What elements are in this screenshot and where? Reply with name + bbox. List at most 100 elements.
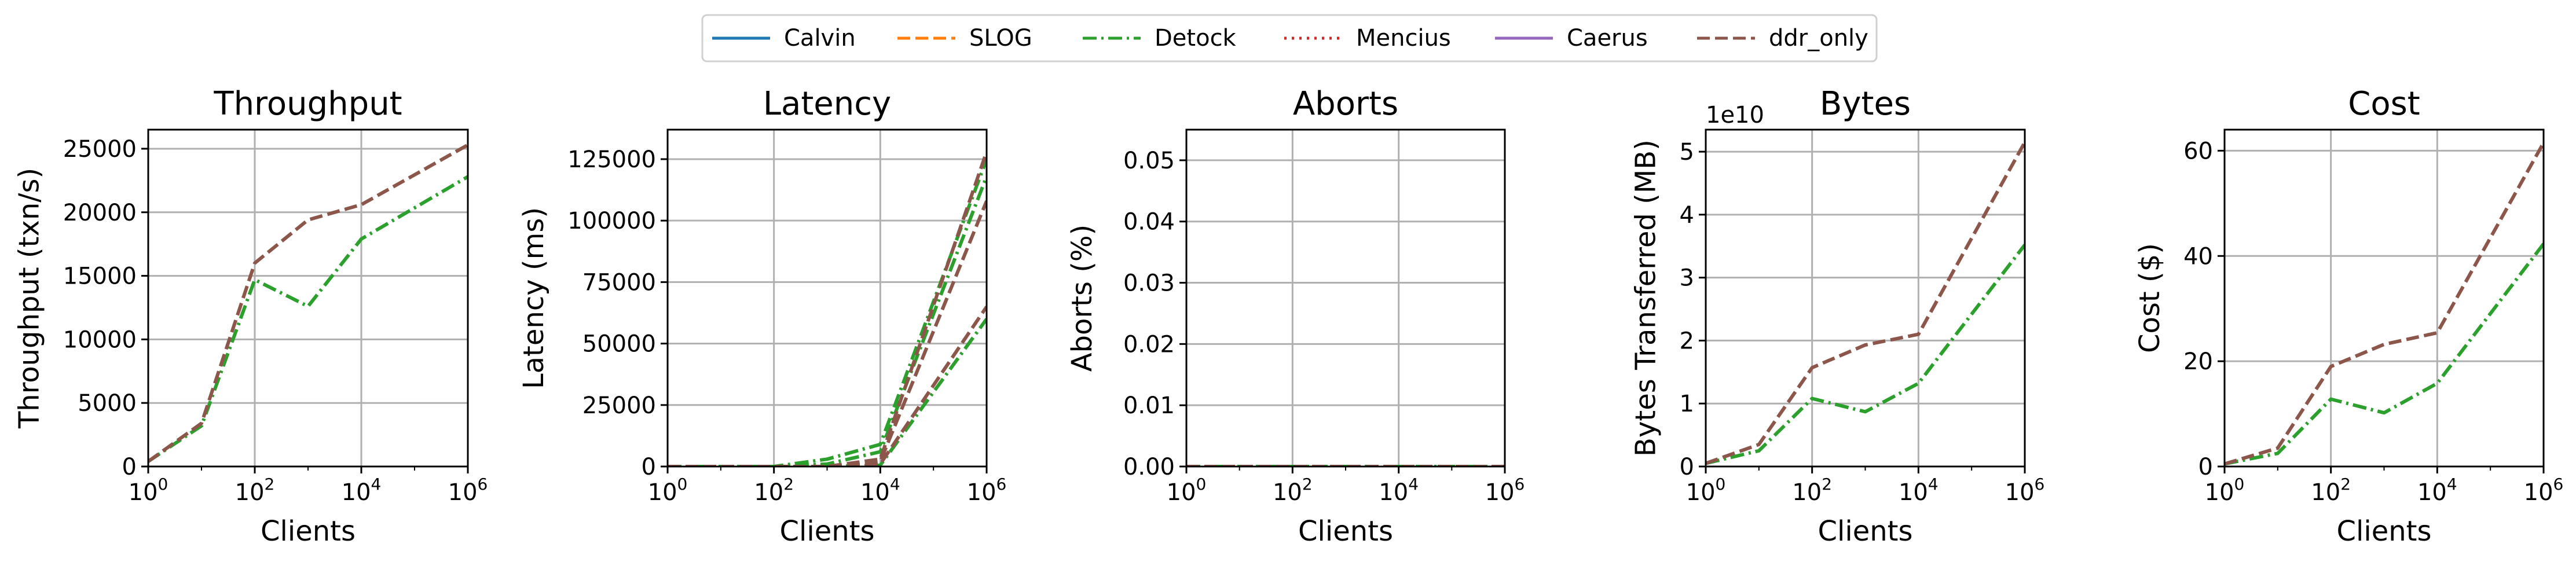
y-tick-label: 25000 [582, 392, 656, 419]
chart-bytes: Bytes 0 1 2 3 4 5 100 102 104 106 Clients Bytes Tran… [1630, 85, 2045, 548]
y-tick-label: 0.02 [1123, 331, 1175, 358]
x-tick-label: 106 [2005, 475, 2045, 506]
x-tick-label: 104 [342, 475, 382, 506]
series-line-detock [2225, 243, 2544, 466]
y-tick-label: 0.03 [1123, 270, 1175, 297]
x-tick-label: 106 [967, 475, 1007, 506]
y-tick-label: 2 [1680, 328, 1694, 354]
chart-title: Latency [763, 85, 891, 123]
series-group [1706, 141, 2025, 465]
legend-label: ddr_only [1769, 25, 1868, 52]
chart-aborts: Aborts 0.00 0.01 0.02 0.03 0.04 0.05 100 102 104 1… [1066, 85, 1525, 548]
axes-frame [147, 128, 469, 468]
x-axis-label: Clients [1818, 515, 1913, 548]
y-tick-label: 0 [122, 454, 137, 480]
chart-throughput: Throughput 0 5000 10000 15000 20000 25000 100 10… [13, 85, 488, 548]
x-tick-label: 106 [2524, 475, 2564, 506]
x-axis-label: Clients [1298, 515, 1393, 548]
x-tick-label: 102 [1273, 475, 1313, 506]
x-tick-label: 102 [1792, 475, 1832, 506]
legend-frame [701, 14, 1878, 63]
y-tick-label: 25000 [63, 136, 137, 163]
legend: Calvin SLOG Detock Mencius Caerus ddr_only [701, 14, 1878, 63]
legend-entry-slog: SLOG [897, 25, 1032, 52]
y-tick-label: 5000 [78, 390, 137, 417]
x-tick-label: 100 [129, 475, 168, 506]
y-offset-label: 1e10 [1706, 102, 1764, 128]
y-tick-label: 4 [1680, 202, 1694, 229]
series-line-detock [148, 175, 468, 463]
y-tick-label: 5 [1680, 139, 1694, 166]
y-tick-label: 125000 [567, 146, 656, 173]
legend-label: SLOG [969, 25, 1032, 52]
legend-entry-detock: Detock [1083, 25, 1237, 52]
y-tick-label: 0 [1680, 454, 1694, 480]
y-tick-label: 20 [2183, 348, 2213, 375]
y-tick-label: 3 [1680, 265, 1694, 292]
chart-title: Cost [2348, 85, 2420, 123]
y-tick-label: 10000 [63, 326, 137, 353]
y-tick-label: 15000 [63, 263, 137, 290]
y-tick-label: 0 [2198, 454, 2213, 480]
axes-frame [1185, 128, 1506, 468]
x-tick-label: 100 [2205, 475, 2245, 506]
y-tick-label: 50000 [582, 331, 656, 358]
y-axis-label: Bytes Transferred (MB) [1630, 139, 1662, 457]
series-line-detock [668, 158, 987, 467]
y-axis-label: Aborts (%) [1066, 225, 1098, 372]
series-line-ddr-only [668, 200, 987, 467]
legend-label: Caerus [1567, 25, 1648, 52]
y-tick-label: 0.00 [1123, 454, 1175, 480]
axes-frame [1705, 128, 2026, 468]
series-line-ddr-only [148, 143, 468, 463]
legend-label: Mencius [1356, 25, 1451, 52]
series-group [668, 151, 987, 467]
x-axis-label: Clients [2337, 515, 2432, 548]
x-tick-label: 100 [1686, 475, 1726, 506]
chart-title: Throughput [213, 85, 402, 123]
y-axis-label: Throughput (txn/s) [13, 168, 46, 429]
y-tick-label: 60 [2183, 138, 2213, 164]
axes-frame [2223, 128, 2545, 468]
y-axis-label: Cost ($) [2134, 243, 2166, 353]
chart-latency: Latency 0 25000 50000 75000 100000 125000 100 10… [518, 85, 1006, 548]
y-tick-label: 40 [2183, 243, 2213, 270]
y-tick-label: 1 [1680, 391, 1694, 417]
x-tick-label: 104 [2417, 475, 2457, 506]
legend-entry-caerus: Caerus [1495, 25, 1648, 52]
series-group [148, 143, 468, 463]
y-tick-label: 75000 [582, 269, 656, 296]
series-line-detock [668, 318, 987, 467]
x-tick-label: 106 [448, 475, 488, 506]
series-line-ddr-only [668, 306, 987, 467]
legend-entry-calvin: Calvin [712, 25, 856, 52]
y-tick-label: 0.01 [1123, 392, 1175, 419]
chart-cost: Cost 0 20 40 60 100 102 104 106 Clients Cost ($) [2134, 85, 2563, 548]
series-line-detock [1706, 244, 2025, 465]
x-axis-label: Clients [780, 515, 875, 548]
x-tick-label: 104 [1379, 475, 1419, 506]
series-line-ddr-only [2225, 142, 2544, 466]
y-axis-label: Latency (ms) [518, 207, 550, 389]
legend-label: Detock [1155, 25, 1237, 52]
x-tick-label: 100 [648, 475, 688, 506]
legend-label: Calvin [784, 25, 856, 52]
x-tick-label: 102 [2311, 475, 2351, 506]
chart-title: Bytes [1820, 85, 1911, 123]
x-tick-label: 106 [1485, 475, 1525, 506]
legend-entry-mencius: Mencius [1284, 25, 1451, 52]
chart-title: Aborts [1293, 85, 1398, 123]
y-tick-label: 0.04 [1123, 209, 1175, 236]
legend-entry-ddr-only: ddr_only [1697, 25, 1868, 52]
x-tick-label: 104 [1899, 475, 1939, 506]
y-tick-label: 20000 [63, 200, 137, 226]
x-tick-label: 102 [235, 475, 275, 506]
series-group [2225, 142, 2544, 466]
x-axis-label: Clients [261, 515, 356, 548]
series-line-ddr-only [1706, 141, 2025, 465]
x-tick-label: 100 [1167, 475, 1207, 506]
x-tick-label: 104 [860, 475, 900, 506]
y-tick-label: 0.05 [1123, 148, 1175, 174]
y-tick-label: 0 [642, 454, 656, 480]
